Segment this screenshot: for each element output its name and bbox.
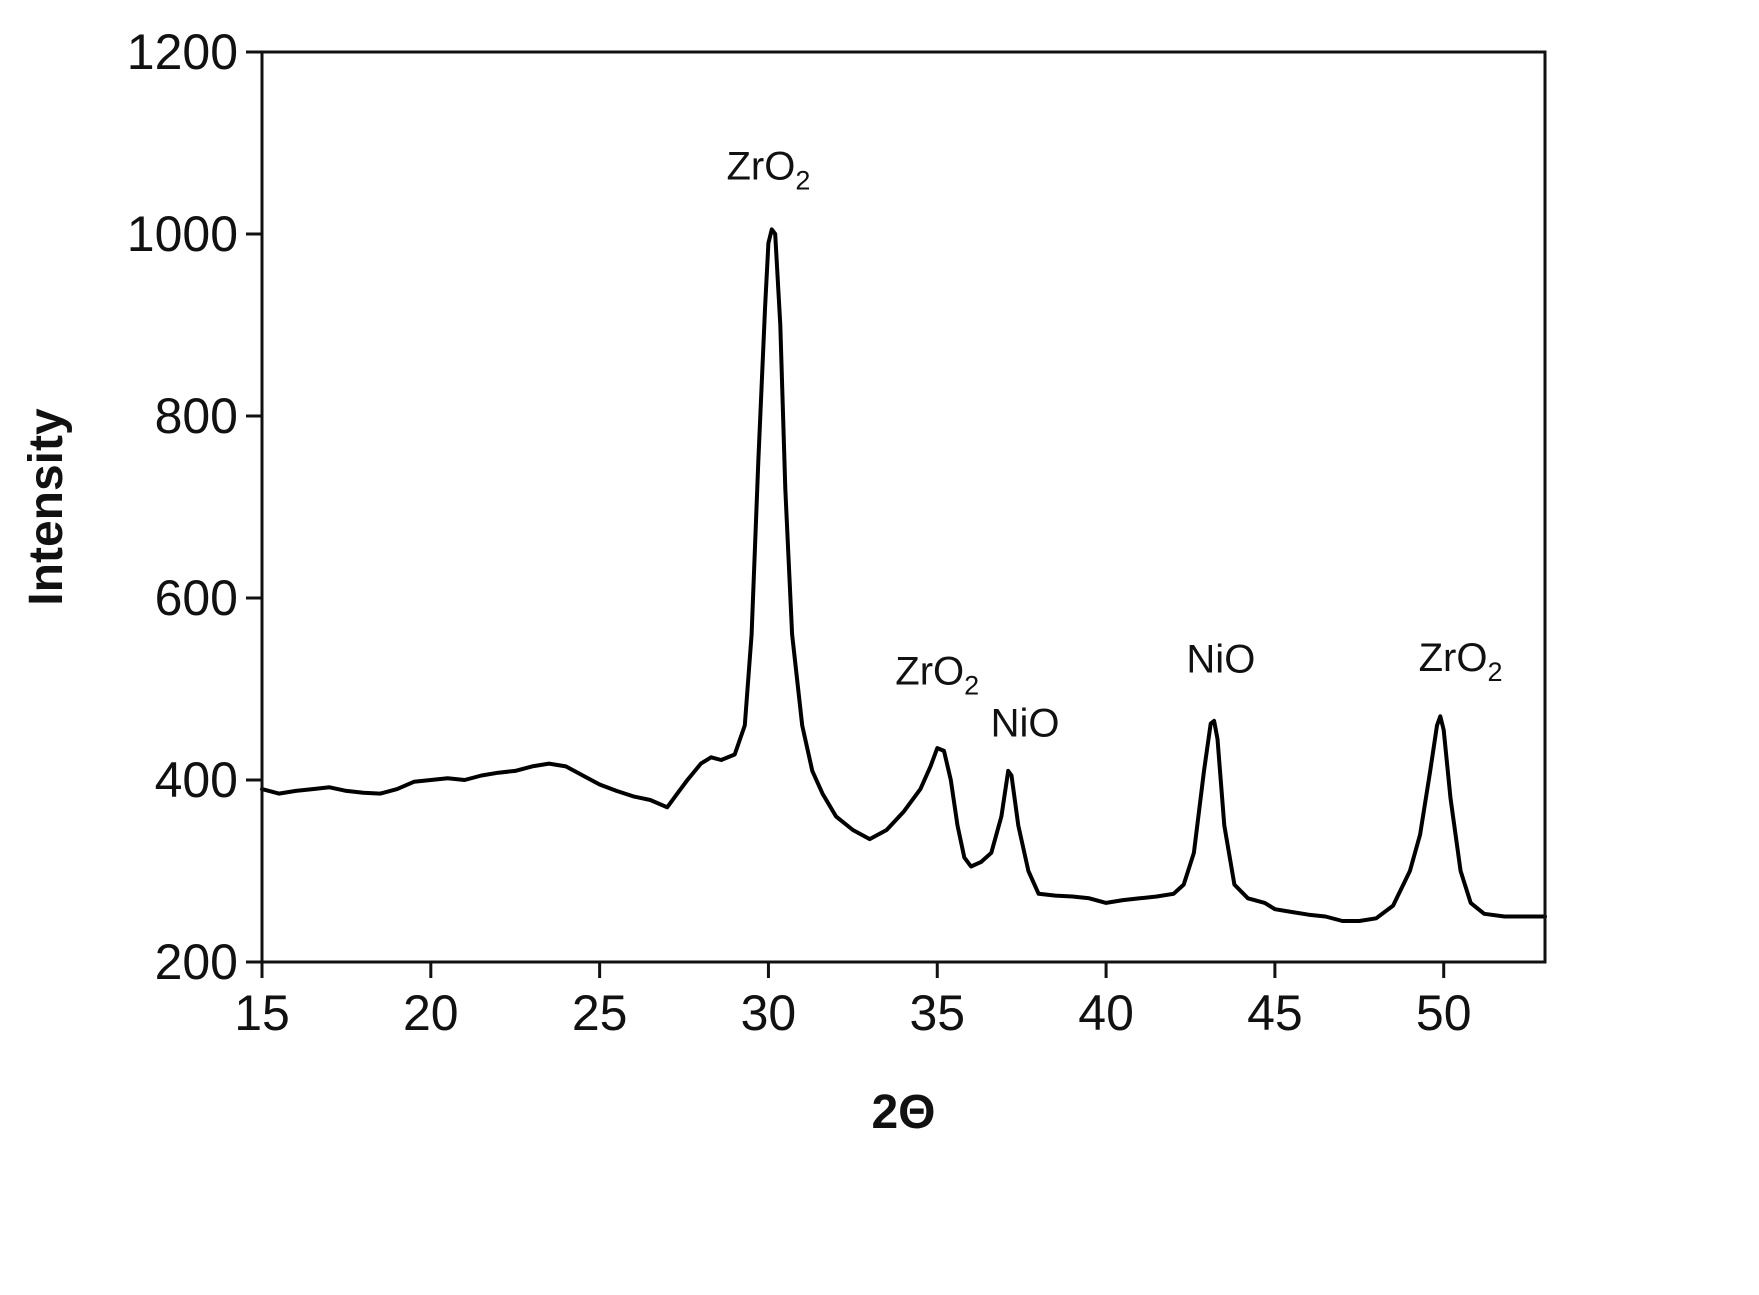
- y-tick-label: 400: [155, 752, 238, 808]
- peak-annotation-layer: ZrO2 ZrO2 NiO NiO ZrO2: [726, 144, 1502, 745]
- peak-label: ZrO2: [1419, 636, 1503, 687]
- y-tick-label: 1000: [127, 206, 238, 262]
- y-tick-label: 600: [155, 570, 238, 626]
- y-tick-label: 200: [155, 934, 238, 990]
- x-tick-label: 30: [741, 985, 797, 1041]
- x-tick-label: 45: [1247, 985, 1303, 1041]
- x-tick-label: 15: [234, 985, 290, 1041]
- y-tick-label: 800: [155, 388, 238, 444]
- xrd-pattern-line: [260, 227, 1547, 923]
- x-tick-label: 35: [909, 985, 965, 1041]
- x-axis-title: 2Θ: [871, 1086, 935, 1139]
- x-tick-label: 40: [1078, 985, 1134, 1041]
- x-tick-label: 50: [1416, 985, 1472, 1041]
- axis-layer: [260, 50, 1547, 964]
- plot-frame: [260, 50, 1547, 964]
- y-axis-title: Intensity: [20, 408, 73, 606]
- peak-label: NiO: [1186, 638, 1255, 682]
- peak-label: ZrO2: [726, 144, 810, 195]
- ticks-layer: 15 20 25 30 35 40 45 50 200 400 600 800 1000 1200: [127, 24, 1472, 1041]
- x-tick-label: 20: [403, 985, 459, 1041]
- peak-label: ZrO2: [895, 649, 979, 700]
- x-tick-label: 25: [572, 985, 628, 1041]
- peak-label: NiO: [991, 701, 1060, 745]
- y-tick-label: 1200: [127, 24, 238, 80]
- series-layer: [260, 227, 1547, 923]
